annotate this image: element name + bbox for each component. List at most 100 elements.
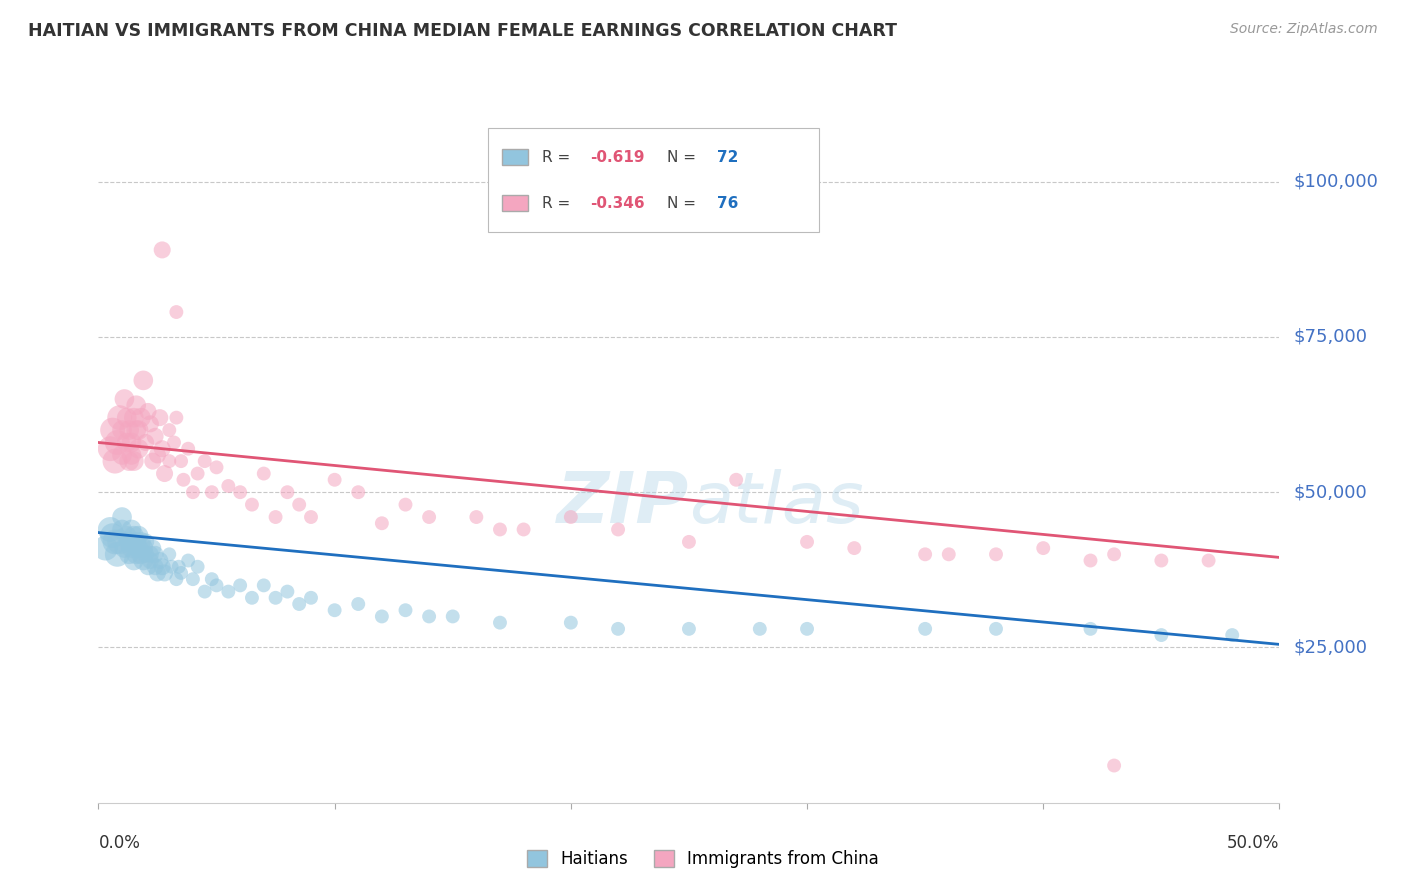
Point bbox=[288, 498, 311, 512]
Point bbox=[560, 615, 582, 630]
Point bbox=[299, 510, 322, 524]
Point bbox=[142, 541, 165, 555]
Point bbox=[1080, 622, 1102, 636]
Text: ZIP: ZIP bbox=[557, 469, 689, 538]
Point bbox=[132, 541, 155, 555]
Point bbox=[181, 572, 204, 586]
Point bbox=[914, 547, 936, 561]
Point bbox=[121, 435, 143, 450]
Point bbox=[418, 510, 440, 524]
Point bbox=[1102, 547, 1125, 561]
Point bbox=[299, 591, 322, 605]
Point bbox=[394, 498, 416, 512]
Point bbox=[725, 473, 748, 487]
Point bbox=[489, 523, 512, 537]
Point bbox=[205, 578, 228, 592]
Point bbox=[149, 410, 172, 425]
Point bbox=[129, 534, 152, 549]
Point bbox=[94, 541, 117, 555]
Point bbox=[844, 541, 866, 555]
Text: 76: 76 bbox=[717, 195, 738, 211]
Point bbox=[143, 547, 166, 561]
Point bbox=[177, 442, 200, 456]
Point bbox=[136, 559, 159, 574]
Point bbox=[150, 442, 173, 456]
Point bbox=[125, 534, 148, 549]
Point bbox=[984, 547, 1007, 561]
Point bbox=[139, 553, 162, 567]
Point bbox=[165, 572, 187, 586]
Point bbox=[135, 547, 157, 561]
Point bbox=[371, 516, 394, 531]
Point bbox=[125, 423, 148, 437]
Point bbox=[160, 559, 183, 574]
Point bbox=[118, 534, 141, 549]
Point bbox=[512, 523, 534, 537]
Point bbox=[607, 523, 630, 537]
Text: atlas: atlas bbox=[689, 469, 863, 538]
Point bbox=[125, 398, 148, 412]
Point bbox=[489, 615, 512, 630]
Point bbox=[142, 454, 165, 468]
Point bbox=[914, 622, 936, 636]
Text: Source: ZipAtlas.com: Source: ZipAtlas.com bbox=[1230, 22, 1378, 37]
Point bbox=[264, 510, 287, 524]
Point bbox=[128, 529, 150, 543]
Text: $75,000: $75,000 bbox=[1294, 328, 1368, 346]
Point bbox=[157, 547, 180, 561]
Point bbox=[111, 510, 134, 524]
Point bbox=[118, 547, 141, 561]
Point bbox=[122, 553, 145, 567]
Point bbox=[796, 534, 818, 549]
Point bbox=[678, 622, 700, 636]
Point bbox=[371, 609, 394, 624]
Point bbox=[111, 448, 134, 462]
Point bbox=[105, 547, 128, 561]
Text: $25,000: $25,000 bbox=[1294, 639, 1368, 657]
Point bbox=[122, 410, 145, 425]
Point bbox=[132, 553, 155, 567]
Point bbox=[229, 485, 252, 500]
Point bbox=[111, 423, 134, 437]
Point bbox=[938, 547, 960, 561]
Point bbox=[418, 609, 440, 624]
Point bbox=[165, 305, 187, 319]
Point bbox=[1080, 553, 1102, 567]
Point bbox=[146, 566, 169, 580]
Point bbox=[201, 572, 224, 586]
Point bbox=[177, 553, 200, 567]
Point bbox=[205, 460, 228, 475]
Point bbox=[129, 410, 152, 425]
Point bbox=[264, 591, 287, 605]
Point bbox=[157, 423, 180, 437]
Point bbox=[240, 498, 263, 512]
Point bbox=[132, 373, 155, 387]
Point bbox=[441, 609, 464, 624]
Point bbox=[153, 467, 176, 481]
Point bbox=[217, 584, 239, 599]
Point bbox=[112, 392, 135, 406]
Point bbox=[607, 622, 630, 636]
Point bbox=[217, 479, 239, 493]
Bar bbox=[502, 195, 529, 211]
Point bbox=[323, 473, 346, 487]
Point bbox=[128, 442, 150, 456]
Point bbox=[157, 454, 180, 468]
Point bbox=[1032, 541, 1054, 555]
Point bbox=[1198, 553, 1220, 567]
Point bbox=[101, 423, 124, 437]
Text: N =: N = bbox=[666, 195, 700, 211]
Point bbox=[105, 435, 128, 450]
Point bbox=[139, 417, 162, 431]
Point bbox=[748, 622, 770, 636]
Point bbox=[112, 541, 135, 555]
Text: $100,000: $100,000 bbox=[1294, 172, 1378, 191]
Point bbox=[253, 578, 276, 592]
Point bbox=[347, 485, 370, 500]
Point bbox=[194, 584, 217, 599]
Point bbox=[229, 578, 252, 592]
Point bbox=[150, 559, 173, 574]
Point bbox=[115, 435, 138, 450]
Point bbox=[323, 603, 346, 617]
Point bbox=[678, 534, 700, 549]
